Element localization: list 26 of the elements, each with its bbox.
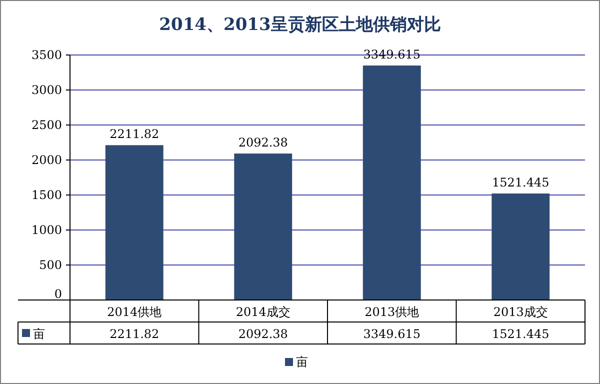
- legend-label: 亩: [296, 355, 308, 369]
- x-tick-label: 2013成交: [493, 305, 548, 319]
- y-tick-label: 3500: [31, 48, 62, 62]
- y-tick-label: 1500: [31, 188, 62, 202]
- text: 2211.82: [110, 327, 160, 341]
- text: 亩: [33, 327, 45, 341]
- data-label: 1521.445: [492, 176, 550, 190]
- y-tick-label: 3000: [31, 83, 62, 97]
- text: 2092.38: [238, 327, 288, 341]
- text: 1521.445: [492, 327, 550, 341]
- bar: [492, 194, 550, 300]
- x-tick-label: 2014供地: [107, 305, 162, 319]
- chart-title: 2014、2013呈贡新区土地供销对比: [159, 15, 441, 35]
- data-label: 2092.38: [238, 136, 288, 150]
- bar: [234, 154, 292, 300]
- text: 3349.615: [363, 327, 421, 341]
- y-tick-label: 500: [39, 258, 62, 272]
- y-tick-label: 2500: [31, 118, 62, 132]
- data-label: 2211.82: [110, 127, 160, 142]
- bar: [362, 66, 421, 300]
- y-tick-label: 2000: [31, 153, 62, 167]
- y-tick-label: 1000: [31, 223, 62, 237]
- y-tick-label: 0: [54, 287, 62, 301]
- bar: [105, 145, 164, 300]
- x-tick-label: 2014成交: [236, 305, 290, 319]
- x-tick-label: 2013供地: [364, 305, 420, 319]
